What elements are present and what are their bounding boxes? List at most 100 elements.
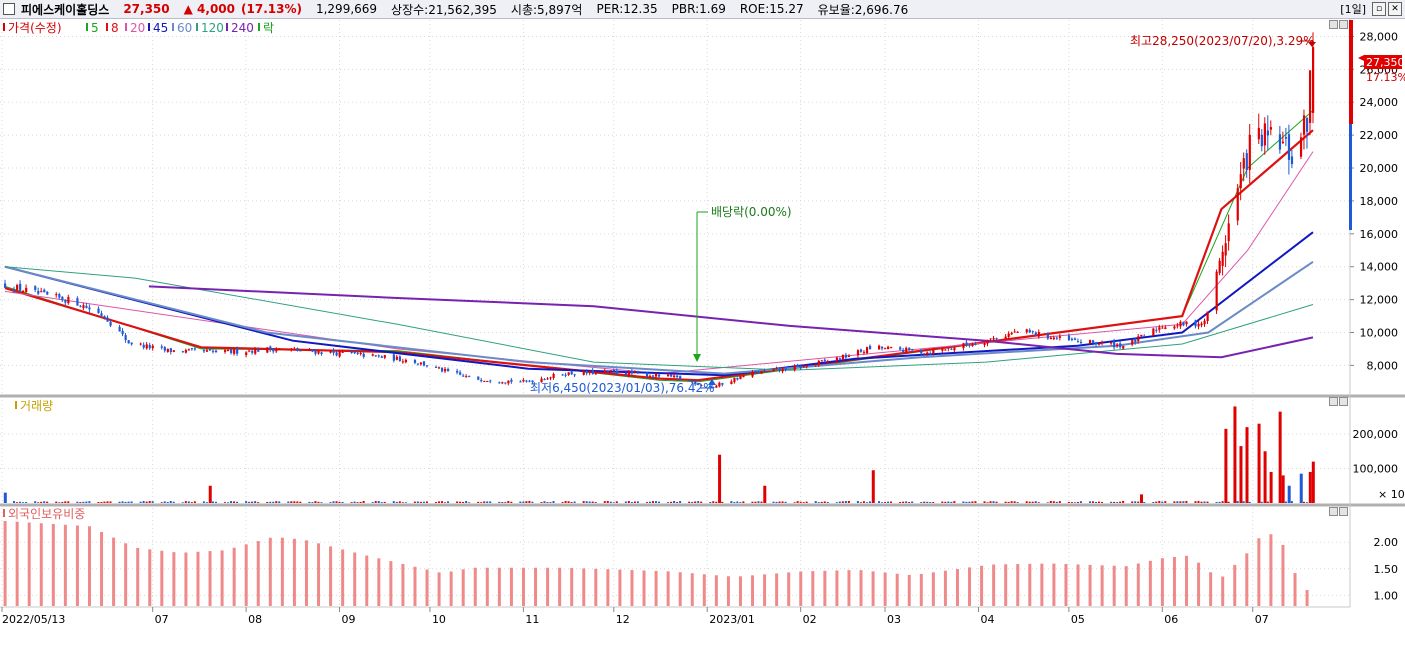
foreign-ratio-bar — [1293, 573, 1297, 606]
candle-body — [483, 381, 486, 383]
legend-ma5: 5 — [91, 21, 99, 35]
candle-body — [1076, 341, 1080, 343]
candle-body — [1299, 137, 1303, 157]
candle-body — [181, 351, 185, 353]
foreign-panel-minimize-button[interactable] — [1329, 507, 1338, 516]
candle-body — [19, 283, 22, 291]
foreign-ratio-bar — [534, 567, 538, 606]
volume-tick-label: 200,000 — [1353, 428, 1399, 441]
foreign-ratio-bar — [871, 571, 875, 606]
volume-bar — [293, 501, 296, 503]
volume-bar — [510, 501, 513, 503]
candle-body — [1266, 130, 1269, 136]
volume-bar — [1098, 501, 1101, 503]
candle-body — [688, 380, 691, 382]
low-label: 최저6,450(2023/01/03),76.42% — [530, 381, 715, 395]
checkbox[interactable] — [3, 3, 15, 15]
volume-panel-close-button[interactable] — [1339, 397, 1348, 406]
volume-bar — [224, 502, 227, 503]
candle-body — [648, 375, 652, 377]
volume-bar — [679, 501, 682, 503]
price-panel-close-button[interactable] — [1339, 20, 1348, 29]
candle-body — [233, 349, 236, 354]
candle-body — [546, 378, 549, 380]
volume-bar — [169, 500, 172, 503]
candle-body — [293, 348, 296, 350]
candle-body — [603, 370, 606, 373]
volume-bar — [1284, 501, 1287, 503]
candle-body — [459, 372, 462, 375]
candle-body — [570, 371, 573, 375]
volume-bar — [85, 501, 88, 503]
volume-bar — [947, 501, 950, 503]
volume-bar — [100, 501, 103, 503]
volume-bar — [257, 502, 260, 503]
volume-bar — [531, 501, 534, 503]
volume-panel-minimize-button[interactable] — [1329, 397, 1338, 406]
foreign-ratio-bar — [1052, 563, 1056, 606]
candle-body — [679, 376, 682, 380]
volume-bar — [61, 502, 64, 503]
volume-bar — [1263, 451, 1267, 503]
volume-bar — [332, 501, 335, 503]
volume-bar — [441, 501, 444, 503]
foreign-ratio-bar — [847, 570, 851, 606]
candle-body — [612, 369, 615, 371]
volume-bar — [498, 501, 501, 503]
candle-body — [561, 374, 564, 376]
candle-body — [109, 321, 112, 326]
candle-body — [139, 343, 142, 345]
candle-body — [974, 343, 977, 345]
close-icon[interactable]: ✕ — [1388, 2, 1402, 16]
price-tick-label: 8,000 — [1367, 359, 1399, 372]
volume-bar — [353, 501, 356, 503]
volume-bar — [1058, 501, 1061, 503]
candle-body — [1007, 333, 1010, 337]
volume-bar — [968, 501, 971, 503]
period-selector[interactable]: [1일] — [1340, 3, 1366, 16]
volume-bar — [55, 501, 58, 503]
volume-bar — [871, 470, 875, 503]
candle-body — [287, 349, 290, 351]
candle-body — [1137, 336, 1140, 342]
maximize-icon[interactable]: ▫ — [1372, 2, 1386, 16]
candle-body — [615, 370, 619, 374]
foreign-tick-label: 1.00 — [1374, 589, 1399, 602]
candle-body — [823, 359, 826, 361]
high-label: 최고28,250(2023/07/20),3.29% — [1130, 34, 1315, 48]
candle-body — [214, 350, 218, 353]
volume-bar — [847, 500, 850, 503]
volume-bar — [208, 485, 212, 503]
volume-bar — [1055, 501, 1058, 503]
volume-bar — [799, 501, 802, 503]
current-price-bar — [1349, 20, 1353, 124]
candle-body — [908, 347, 911, 351]
candle-body — [1098, 343, 1101, 345]
candle-body — [121, 330, 124, 335]
foreign-ratio-bar — [304, 540, 308, 606]
candle-body — [1028, 329, 1031, 333]
volume-bar — [739, 502, 742, 503]
candle-body — [654, 373, 658, 377]
price-panel-minimize-button[interactable] — [1329, 20, 1338, 29]
volume-bar — [1287, 485, 1291, 503]
volume-bar — [1245, 427, 1249, 503]
candle-body — [905, 347, 908, 353]
volume-bar — [320, 502, 323, 503]
foreign-ratio-bar — [1185, 555, 1189, 606]
date-tick-label: 07 — [1255, 613, 1269, 626]
candle-body — [805, 365, 808, 367]
candle-body — [1110, 342, 1113, 344]
foreign-ratio-bar — [3, 520, 7, 606]
candle-body — [564, 374, 567, 376]
candle-body — [437, 367, 441, 369]
volume-bar — [1215, 502, 1218, 503]
foreign-panel-close-button[interactable] — [1339, 507, 1348, 516]
date-tick-label: 10 — [432, 613, 446, 626]
candle-body — [522, 379, 525, 382]
candle-body — [1290, 156, 1294, 165]
candlesticks — [4, 32, 1315, 389]
volume-bar — [444, 502, 447, 503]
foreign-ratio-bar — [835, 570, 839, 606]
